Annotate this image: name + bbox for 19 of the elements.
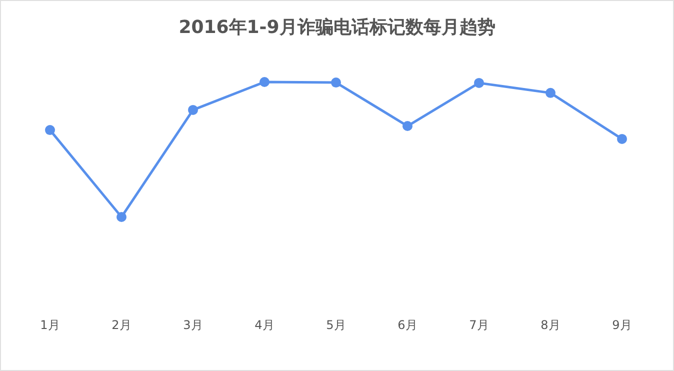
- x-tick-label: 3月: [183, 318, 203, 332]
- point: [116, 212, 126, 222]
- x-tick-label: 2月: [112, 318, 132, 332]
- x-tick-label: 4月: [254, 318, 274, 332]
- x-tick-label: 8月: [540, 318, 560, 332]
- chart-title: 2016年1-9月诈骗电话标记数每月趋势: [178, 16, 496, 39]
- point: [331, 78, 341, 88]
- x-tick-label: 9月: [612, 318, 632, 332]
- point: [546, 88, 556, 98]
- x-tick-label: 1月: [40, 318, 60, 332]
- x-tick-label: 5月: [326, 318, 346, 332]
- point: [260, 77, 270, 87]
- x-tick-label: 7月: [469, 318, 489, 332]
- point: [474, 78, 484, 88]
- point: [45, 125, 55, 136]
- point: [617, 134, 627, 144]
- x-tick-label: 6月: [398, 318, 418, 332]
- point: [402, 121, 412, 132]
- point: [188, 104, 198, 115]
